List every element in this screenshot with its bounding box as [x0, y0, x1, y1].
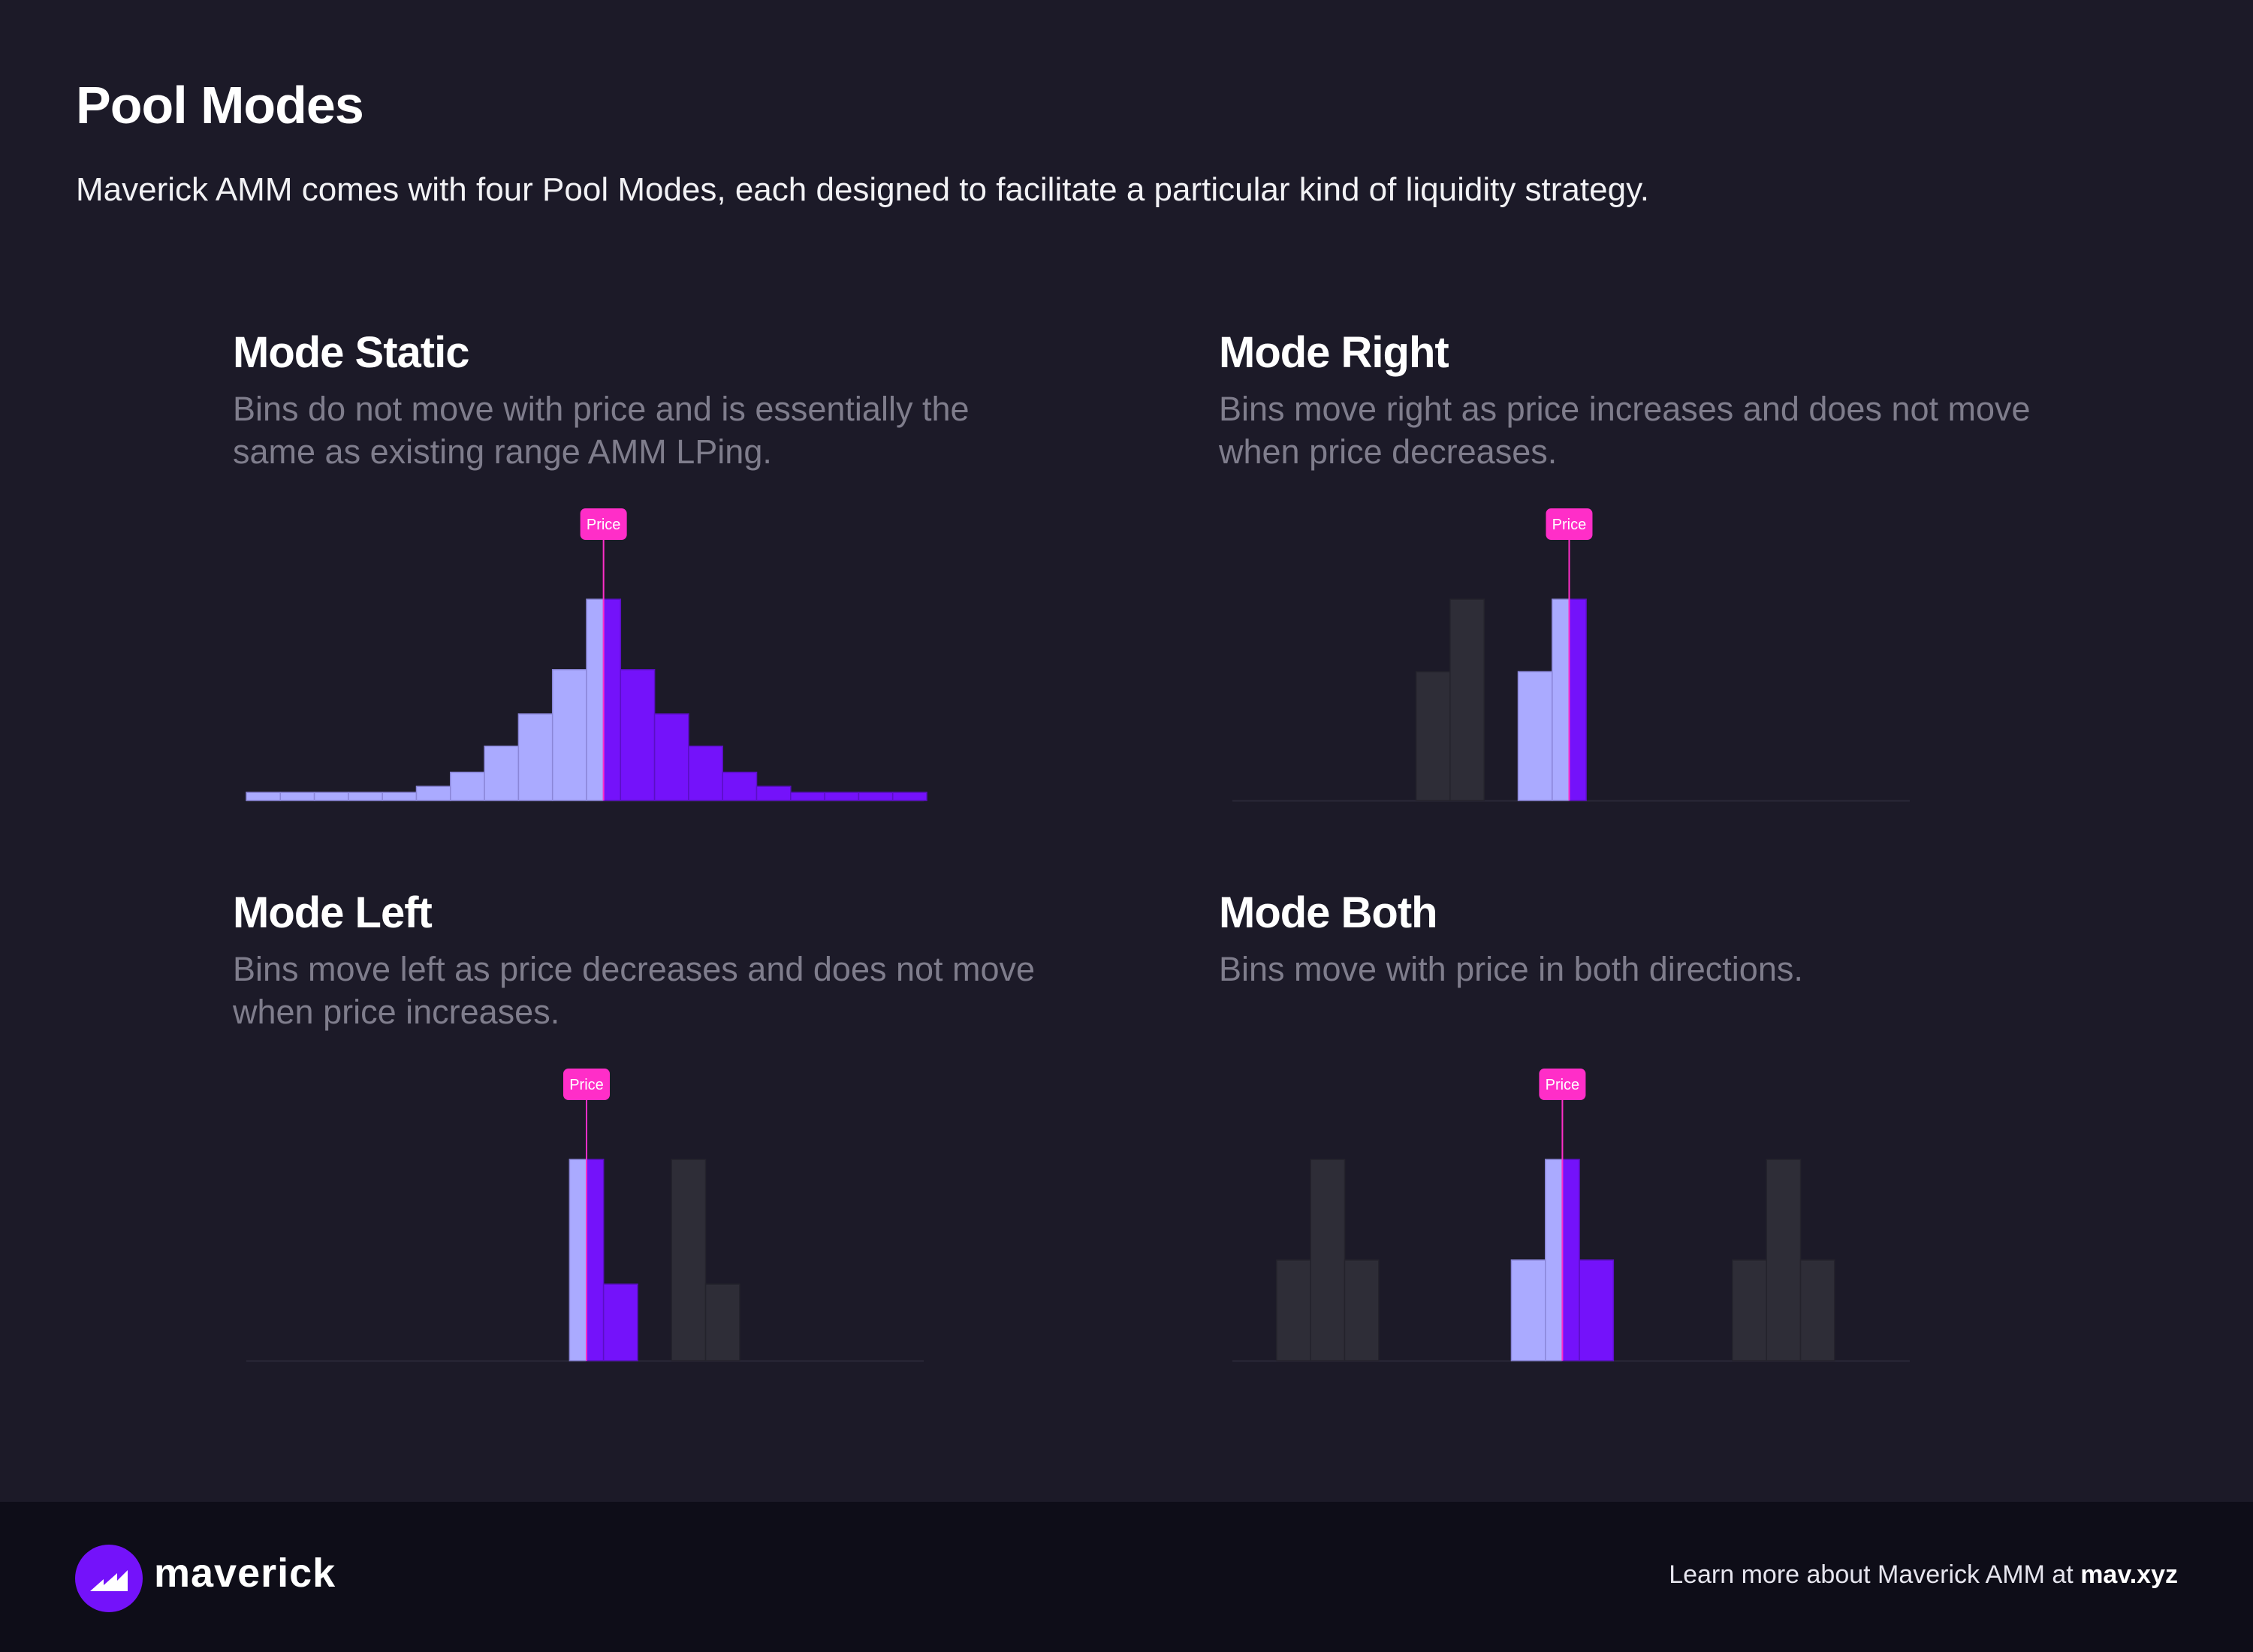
panel-description: Bins do not move with price and is essen…	[233, 390, 970, 471]
bin-bar	[704, 1283, 740, 1361]
bin-bar	[1517, 671, 1553, 801]
panel-mode-right: Mode Right Bins move right as price incr…	[1219, 327, 2090, 853]
bin-bar	[1310, 1159, 1346, 1361]
bin-bar	[313, 791, 349, 801]
bin-bar	[1510, 1259, 1546, 1361]
price-marker-badge	[580, 508, 627, 540]
bin-bar	[279, 791, 315, 801]
bin-bar	[1545, 1159, 1564, 1361]
footer-link[interactable]: mav.xyz	[2080, 1560, 2178, 1589]
bin-bar	[1579, 1259, 1615, 1361]
panel-title: Mode Static	[233, 328, 469, 377]
bin-bar	[1561, 1159, 1580, 1361]
panel-title: Mode Left	[233, 888, 433, 937]
panel-description: Bins move left as price decreases and do…	[233, 950, 1036, 1031]
bin-bar	[602, 598, 622, 801]
bin-bar	[484, 745, 520, 801]
bin-bar	[1552, 598, 1570, 801]
bin-bar	[790, 791, 825, 801]
page-intro: Maverick AMM comes with four Pool Modes,…	[76, 171, 1650, 208]
price-marker-label: Price	[587, 517, 621, 533]
bin-bar	[1344, 1259, 1380, 1361]
price-marker-label: Price	[1546, 1077, 1580, 1093]
bin-bar	[1766, 1159, 1802, 1361]
panel-mode-static: Mode Static Bins do not move with price …	[233, 327, 1104, 853]
footer: maverick Learn more about Maverick AMM a…	[0, 1502, 2253, 1652]
panel-description: Bins move right as price increases and d…	[1219, 390, 2031, 471]
bin-bar	[586, 1159, 605, 1361]
bin-bar	[569, 1159, 587, 1361]
bin-chart-left: Price	[246, 1069, 924, 1362]
brand-wordmark: maverick	[154, 1551, 336, 1596]
bin-bar	[1449, 598, 1485, 801]
bin-bar	[517, 713, 553, 801]
bin-bar	[602, 1283, 638, 1361]
bin-bar	[1568, 598, 1587, 801]
bin-bar	[688, 745, 723, 801]
panel-title: Mode Right	[1219, 328, 1449, 377]
bin-bar	[620, 669, 656, 801]
price-marker-label: Price	[569, 1077, 604, 1093]
bin-bar	[1276, 1259, 1311, 1361]
bin-bar	[415, 785, 451, 801]
bin-bar	[450, 771, 485, 801]
bin-bar	[1799, 1259, 1835, 1361]
price-marker-badge	[563, 1069, 610, 1100]
bin-bar	[551, 669, 587, 801]
bin-bar	[824, 791, 860, 801]
bin-bar	[722, 771, 758, 801]
bin-bar	[858, 791, 894, 801]
footer-cta-text: Learn more about Maverick AMM at	[1669, 1560, 2081, 1589]
price-marker-label: Price	[1552, 517, 1587, 533]
panel-description: Bins move with price in both directions.	[1219, 950, 1803, 988]
panel-mode-left: Mode Left Bins move left as price decrea…	[233, 888, 1104, 1413]
page-title: Pool Modes	[76, 76, 364, 134]
price-marker-badge	[1539, 1069, 1586, 1100]
maverick-logo-icon	[75, 1545, 143, 1612]
panel-mode-both: Mode Both Bins move with price in both d…	[1219, 888, 2090, 1413]
bin-bar	[382, 791, 418, 801]
bin-bar	[671, 1159, 707, 1361]
bin-bar	[586, 598, 605, 801]
panel-title: Mode Both	[1219, 888, 1438, 937]
bin-bar	[1732, 1259, 1767, 1361]
bin-bar	[348, 791, 383, 801]
bin-bar	[891, 791, 927, 801]
bin-chart-both: Price	[1232, 1069, 1910, 1362]
bin-bar	[653, 713, 689, 801]
bin-bar	[246, 791, 282, 801]
bin-bar	[1415, 671, 1451, 801]
bin-chart-static: Price	[246, 508, 927, 802]
footer-cta: Learn more about Maverick AMM at mav.xyz	[1669, 1560, 2178, 1590]
bin-bar	[756, 785, 792, 801]
price-marker-badge	[1546, 508, 1593, 540]
bin-chart-right: Price	[1232, 508, 1910, 802]
